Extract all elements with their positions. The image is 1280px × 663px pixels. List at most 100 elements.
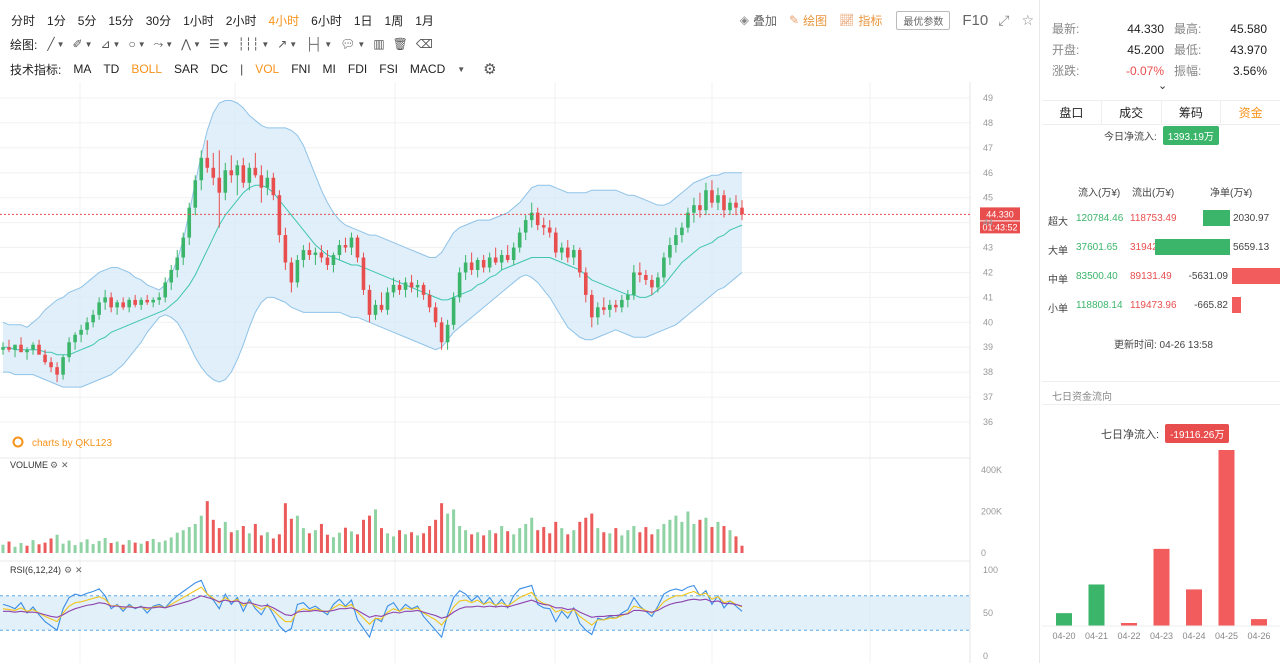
volume-bar xyxy=(247,533,251,553)
main-indicator-td[interactable]: TD xyxy=(103,62,120,76)
erase-tool[interactable]: ⌫ xyxy=(416,37,433,51)
fund-flow-row: 超大 120784.46 118753.49 2030.97 xyxy=(1042,210,1280,228)
candle-body xyxy=(61,357,65,375)
overlay-button[interactable]: ◈ 叠加 xyxy=(740,12,777,29)
volume-bar xyxy=(590,513,594,553)
sub-indicator-mi[interactable]: MI xyxy=(322,62,336,76)
candle-body xyxy=(403,282,408,290)
more-indicators-dropdown[interactable]: ▼ xyxy=(455,65,465,74)
comment-tool[interactable]: 💬︎ ▼ xyxy=(340,37,365,51)
pen-tool[interactable]: ✐ ▼ xyxy=(73,37,93,51)
volume-bar xyxy=(349,531,353,553)
line-tool[interactable]: ╱ ▼ xyxy=(47,37,64,51)
fib-tool[interactable]: ☰ ▼ xyxy=(209,37,230,51)
flow-type: 超大 xyxy=(1048,217,1068,228)
seven-day-bar xyxy=(1218,450,1235,626)
interval-tab-4[interactable]: 30分 xyxy=(145,13,172,28)
fullscreen-icon[interactable]: ⤢ xyxy=(998,11,1010,28)
interval-tab-0[interactable]: 分时 xyxy=(11,13,36,28)
main-indicator-sar[interactable]: SAR xyxy=(174,62,199,76)
net-flow-bar xyxy=(1203,210,1230,226)
interval-tab-6[interactable]: 2小时 xyxy=(225,13,257,28)
info-tab-1[interactable]: 成交 xyxy=(1102,101,1162,124)
info-tab-3[interactable]: 资金 xyxy=(1238,106,1263,120)
candle-body xyxy=(91,314,95,323)
wave-tool[interactable]: ⤳ ▼ xyxy=(154,37,174,52)
sub-indicator-vol[interactable]: VOL xyxy=(255,62,280,76)
sub-indicator-fsi[interactable]: FSI xyxy=(379,62,398,76)
ray-tool[interactable]: ⊿ ▼ xyxy=(100,37,120,51)
main-indicator-ma[interactable]: MA xyxy=(73,62,92,76)
candle-body xyxy=(571,250,576,258)
volume-bar xyxy=(61,543,65,553)
candle-body xyxy=(223,170,228,193)
interval-tab-8[interactable]: 6小时 xyxy=(311,13,342,28)
interval-tab-10[interactable]: 1周 xyxy=(384,13,404,28)
price-tick: 39 xyxy=(983,342,993,352)
flow-outflow: 89131.49 xyxy=(1130,271,1172,282)
net-flow-bar xyxy=(1232,268,1280,284)
volume-bar xyxy=(37,544,41,553)
interval-tab-9[interactable]: 1日 xyxy=(353,13,373,28)
candle-body xyxy=(319,252,324,258)
volume-bar xyxy=(283,503,287,553)
volume-bar xyxy=(644,527,648,553)
info-tab-2[interactable]: 筹码 xyxy=(1162,101,1222,124)
interval-tab-7[interactable]: 4小时 xyxy=(268,13,300,28)
volume-bar xyxy=(1,544,5,553)
flow-net: 2030.97 xyxy=(1233,213,1270,224)
rsi-close-icon[interactable]: ✕ xyxy=(75,565,83,575)
interval-tab-2[interactable]: 5分 xyxy=(77,13,97,28)
main-indicator-dc[interactable]: DC xyxy=(210,62,229,76)
volume-bar xyxy=(728,530,732,553)
flow-outflow: 118753.49 xyxy=(1130,213,1177,224)
candle-body xyxy=(127,299,131,308)
indicator-button[interactable]: 📈︎ 指标 xyxy=(839,12,882,29)
volume-bar xyxy=(115,541,119,553)
sub-indicator-macd[interactable]: MACD xyxy=(409,62,446,76)
seven-day-bar xyxy=(1153,548,1170,626)
circle-tool[interactable]: ○ ▼ xyxy=(128,37,145,51)
volume-bar xyxy=(530,517,534,553)
chevron-down-icon[interactable]: ⌄ xyxy=(1158,80,1168,92)
info-tab-0[interactable]: 盘口 xyxy=(1042,101,1102,124)
candle-body xyxy=(656,277,660,288)
volume-bar xyxy=(470,534,474,553)
pattern-tool[interactable]: ⋀ ▼ xyxy=(181,37,201,51)
rsi-settings-icon[interactable]: ⚙ xyxy=(64,565,72,575)
measure-tool[interactable]: ├┤ ▼ xyxy=(305,37,332,51)
main-indicator-boll[interactable]: BOLL xyxy=(131,62,163,76)
volume-close-icon[interactable]: ✕ xyxy=(61,460,69,470)
seven-day-net-inflow: 七日净流入: -19116.26万 xyxy=(1101,424,1230,443)
flow-type: 小单 xyxy=(1048,304,1068,315)
open-value: 45.200 xyxy=(1127,42,1164,57)
arrow-tool[interactable]: ↗ ▼ xyxy=(277,37,297,51)
sub-indicator-fdi[interactable]: FDI xyxy=(347,62,368,76)
interval-tab-3[interactable]: 15分 xyxy=(108,13,134,28)
draw-button[interactable]: ✎ 绘图 xyxy=(789,12,827,29)
flow-inflow: 37601.65 xyxy=(1076,242,1118,253)
volume-bar xyxy=(638,532,642,553)
pen-icon: ✐ xyxy=(72,37,83,51)
delete-tool[interactable]: 🗑︎ xyxy=(393,37,408,51)
interval-tab-11[interactable]: 1月 xyxy=(415,13,434,28)
volume-bar xyxy=(512,534,516,553)
sub-indicator-fni[interactable]: FNI xyxy=(291,62,311,76)
f10-button[interactable]: F10 xyxy=(962,11,989,29)
candle-body xyxy=(145,299,149,303)
candle-body xyxy=(698,205,702,211)
volume-tick: 200K xyxy=(981,507,1002,517)
updated-time: 更新时间: 04-26 13:58 xyxy=(1114,340,1213,351)
star-icon[interactable]: ☆ xyxy=(1021,11,1034,28)
bar-stats-tool[interactable]: ▥ xyxy=(373,37,384,51)
candle-body xyxy=(85,322,89,330)
gear-icon[interactable]: ⚙ xyxy=(483,61,497,78)
gann-tool[interactable]: ┆┆┆ ▼ xyxy=(238,37,270,51)
candle-body xyxy=(55,367,59,375)
seven-day-bar xyxy=(1088,584,1105,626)
volume-settings-icon[interactable]: ⚙ xyxy=(50,460,58,470)
optimal-params-button[interactable]: 最优参数 xyxy=(896,10,951,30)
interval-tab-5[interactable]: 1小时 xyxy=(183,13,214,28)
today-net-label: 今日净流入: xyxy=(1104,132,1157,143)
interval-tab-1[interactable]: 1分 xyxy=(47,13,66,28)
